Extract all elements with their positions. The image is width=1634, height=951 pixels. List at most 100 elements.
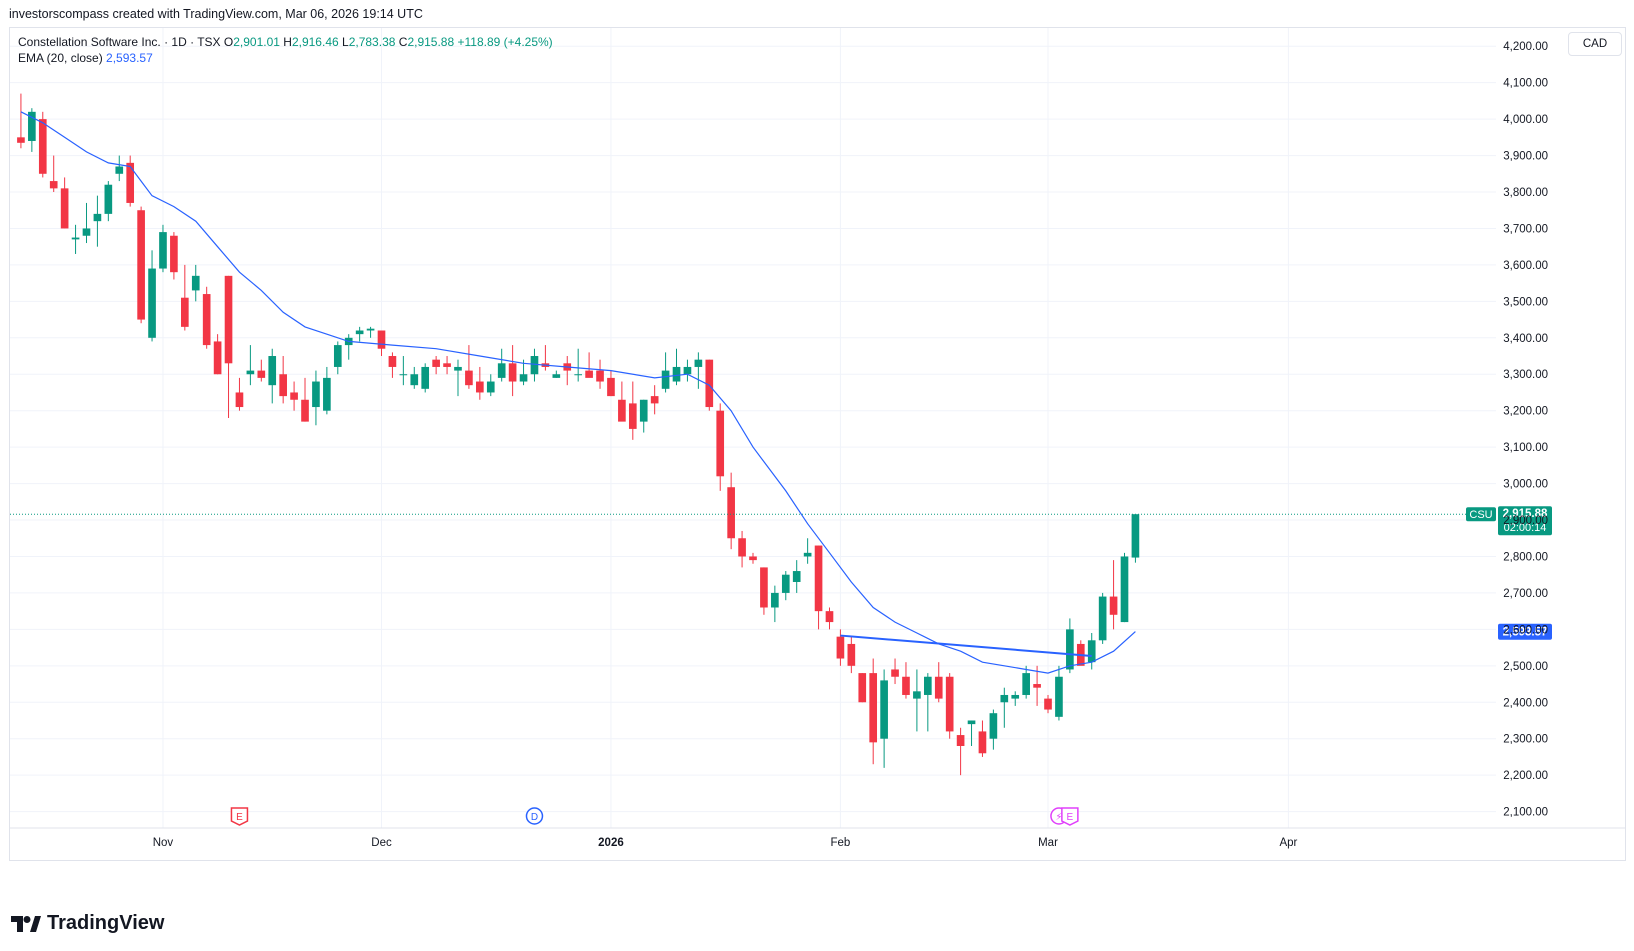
candle	[323, 366, 331, 415]
legend-ohlc-row: Constellation Software Inc. · 1D · TSX O…	[18, 34, 553, 50]
candle	[388, 352, 397, 378]
candle-body	[93, 213, 102, 222]
candle	[377, 330, 386, 357]
candle-body	[934, 676, 943, 699]
candle	[727, 472, 735, 550]
event-letter: E	[236, 812, 243, 823]
candle	[563, 356, 572, 386]
candle-body	[126, 162, 135, 203]
candle-body	[432, 359, 440, 367]
candle	[967, 720, 976, 746]
candle	[596, 359, 604, 389]
candle-body	[923, 676, 932, 695]
candle-body	[465, 370, 473, 386]
candle	[443, 356, 451, 375]
candle	[694, 352, 703, 389]
tradingview-logo-text: TradingView	[47, 912, 165, 934]
candle-body	[202, 294, 211, 346]
candle-body	[454, 366, 462, 371]
event-marker-earnings2[interactable]: E	[1061, 807, 1079, 826]
event-marker-dividend[interactable]: D	[525, 807, 544, 825]
candle	[1055, 665, 1063, 721]
candle	[301, 377, 309, 422]
candle	[902, 662, 910, 699]
candle	[60, 177, 69, 229]
grid-lines	[10, 28, 1496, 828]
legend-change: +118.89 (+4.25%)	[457, 35, 553, 49]
event-letter: E	[1067, 812, 1074, 823]
candle	[519, 359, 528, 386]
candle	[650, 385, 659, 415]
axes: 2,100.00 2,200.00 2,300.00 2,400.00 2,500.00…	[10, 41, 1625, 849]
candle-body	[760, 567, 768, 608]
candle	[661, 352, 670, 393]
candle	[82, 202, 91, 244]
candle-body	[792, 571, 801, 582]
candle-body	[1098, 596, 1107, 641]
candle-body	[639, 399, 648, 422]
candle	[115, 155, 124, 182]
candle	[180, 264, 189, 331]
earnings-icon	[230, 807, 249, 826]
candle	[1011, 691, 1020, 706]
candle	[913, 669, 921, 732]
candle-body	[913, 691, 921, 699]
candle	[344, 334, 353, 360]
candle	[639, 399, 648, 433]
y-tick-label: 2,700.00	[1503, 588, 1548, 600]
y-tick-label: 2,100.00	[1503, 807, 1548, 819]
candle	[618, 381, 626, 422]
candle	[333, 341, 342, 375]
earnings-icon	[1061, 807, 1079, 826]
candle-body	[355, 330, 364, 335]
candle-body	[38, 119, 47, 174]
chart-frame	[9, 27, 1626, 861]
candle-body	[716, 410, 725, 477]
candle-body	[323, 377, 331, 411]
y-tick-label: 2,400.00	[1503, 697, 1548, 709]
candle-body	[443, 363, 451, 367]
candle-body	[1131, 514, 1140, 558]
candle-body	[902, 676, 910, 695]
y-tick-label: 3,500.00	[1503, 296, 1548, 308]
candle-body	[82, 228, 91, 236]
candle	[137, 206, 145, 324]
last-price-value: 2,915.88	[1503, 508, 1548, 520]
candle	[672, 348, 681, 386]
candle-body	[607, 377, 615, 397]
candle	[836, 629, 845, 666]
legend-symbol[interactable]: Constellation Software Inc. · 1D · TSX	[18, 35, 221, 49]
event-marker-earnings[interactable]: E	[230, 807, 249, 826]
candle	[17, 93, 25, 149]
currency-button[interactable]: CAD	[1568, 32, 1622, 56]
candle-body	[137, 210, 145, 320]
candle-body	[115, 166, 124, 174]
candle-body	[104, 184, 113, 214]
candle-body	[333, 345, 342, 367]
candle	[738, 530, 746, 568]
ema-line	[20, 111, 1136, 674]
candle	[574, 348, 583, 382]
legend-ema-label[interactable]: EMA (20, close)	[18, 51, 103, 65]
candle	[399, 356, 408, 386]
candle	[312, 370, 320, 426]
x-tick-label: Feb	[830, 837, 850, 849]
candle	[530, 348, 539, 382]
candle-body	[159, 232, 167, 269]
legend-close-label: C	[398, 35, 408, 49]
candle-body	[672, 366, 681, 382]
candle	[585, 352, 593, 378]
tradingview-logo[interactable]: TradingView	[11, 912, 164, 935]
candle-body	[191, 275, 200, 291]
candle	[213, 334, 222, 375]
candle	[148, 250, 156, 342]
candle	[421, 363, 430, 393]
candle-body	[956, 735, 965, 746]
legend-low: 2,783.38	[348, 35, 396, 49]
candle	[1087, 633, 1096, 670]
candle	[191, 264, 200, 302]
candle-body	[1055, 676, 1063, 717]
candle	[126, 155, 135, 207]
candle	[1044, 694, 1052, 714]
